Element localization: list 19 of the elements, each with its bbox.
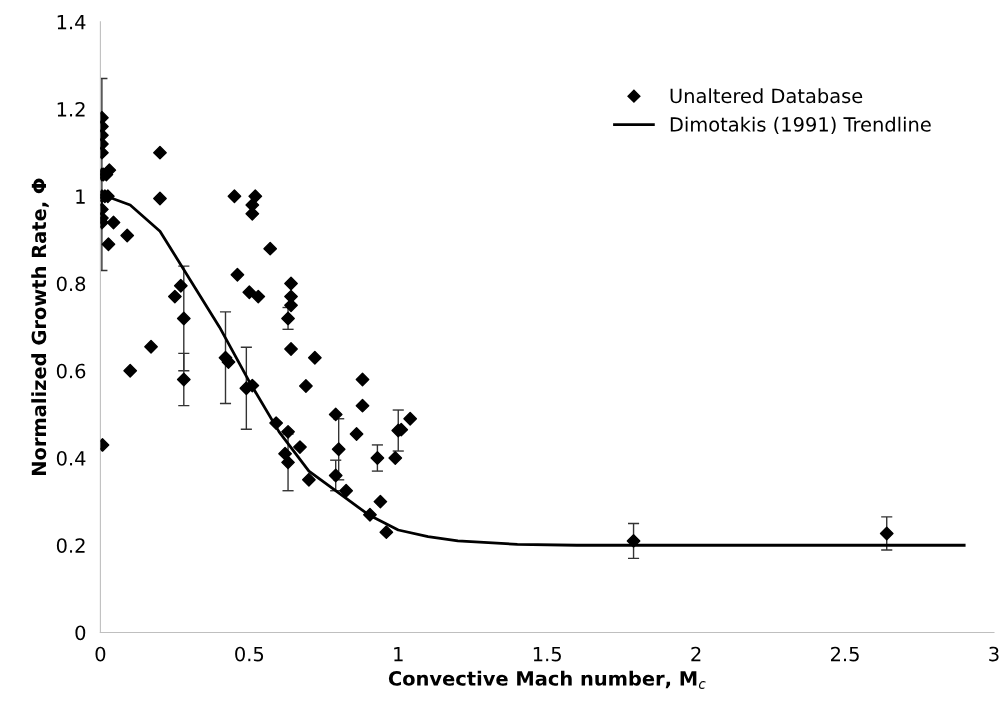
y-tick-label: 0.6 — [56, 363, 86, 379]
y-tick-label: 0.2 — [56, 538, 85, 553]
x-tick-label: 0 — [95, 646, 106, 662]
x-tick-label: 2 — [691, 646, 701, 662]
x-axis-title: Convective Mach number, M$_{c}$ — [388, 670, 706, 689]
y-tick-label: 1.4 — [57, 15, 86, 30]
x-tick-label: 0.5 — [235, 646, 264, 662]
x-tick-label: 1 — [394, 646, 403, 662]
y-tick-label: 0.8 — [56, 276, 86, 292]
x-tick-label: 2.5 — [831, 646, 859, 662]
legend-label: Dimotakis (1991) Trendline — [670, 116, 931, 135]
y-tick-label: 1 — [76, 189, 85, 204]
y-tick-label: 0.4 — [56, 450, 86, 466]
x-tick-label: 3 — [989, 646, 999, 662]
y-tick-label: 1.2 — [57, 102, 85, 117]
y-tick-label: 0 — [75, 625, 86, 641]
y-axis-title: Normalized Growth Rate, Φ — [31, 178, 49, 475]
legend-label: Unaltered Database — [670, 88, 863, 104]
x-tick-label: 1.5 — [533, 646, 561, 662]
